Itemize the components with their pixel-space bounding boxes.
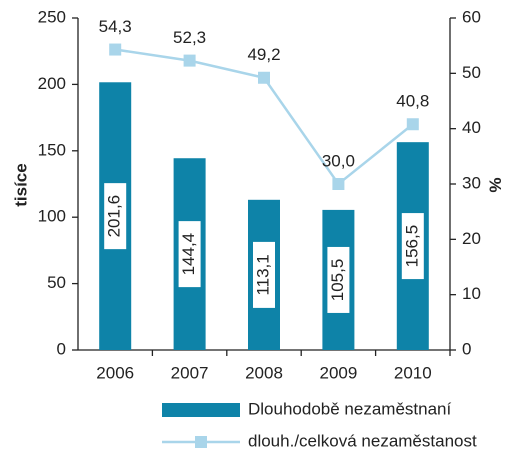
x-tick-label: 2008: [245, 363, 283, 382]
bar-label: 201,6: [105, 195, 124, 238]
bar-label-box: [327, 246, 350, 313]
bar-label: 105,5: [328, 259, 347, 302]
bar-label: 113,1: [253, 254, 272, 295]
x-tick-label: 2009: [319, 363, 357, 382]
y-tick-label: 200: [38, 74, 66, 93]
marker: [406, 118, 419, 131]
y2-tick-label: 30: [462, 173, 481, 192]
legend-marker: [195, 436, 207, 448]
marker: [183, 54, 196, 67]
legend-label: dlouh./celková nezaměstanost: [248, 431, 477, 450]
bar-label-box: [253, 241, 275, 308]
y2-axis-label: %: [486, 177, 505, 192]
marker: [109, 43, 122, 56]
x-tick-label: 2010: [394, 363, 432, 382]
y-tick-label: 50: [47, 273, 66, 292]
y2-tick-label: 0: [462, 339, 471, 358]
y-tick-label: 250: [38, 7, 66, 26]
y-axis-label: tisíce: [11, 163, 30, 206]
line-label: 54,3: [99, 17, 132, 36]
y2-tick-label: 20: [462, 229, 481, 248]
line-label: 40,8: [396, 92, 429, 111]
y2-tick-label: 40: [462, 118, 481, 137]
y-tick-label: 150: [38, 140, 66, 159]
line-label: 30,0: [322, 151, 355, 170]
legend-swatch: [162, 403, 240, 417]
y2-tick-label: 60: [462, 7, 481, 26]
x-tick-label: 2007: [171, 363, 209, 382]
y2-tick-label: 10: [462, 284, 481, 303]
bar-label-box: [178, 221, 201, 288]
bar-label: 144,4: [179, 233, 198, 276]
marker: [258, 71, 270, 84]
line-label: 52,3: [173, 28, 206, 47]
bar-label: 156,5: [402, 225, 421, 268]
line: [115, 48, 414, 186]
line-label: 49,2: [247, 45, 280, 64]
y2-tick-label: 50: [462, 63, 481, 82]
x-tick-label: 2006: [96, 363, 134, 382]
legend-label: Dlouhodobě nezaměstnaní: [248, 399, 451, 418]
y-tick-label: 0: [57, 339, 66, 358]
bar-label-box: [104, 183, 127, 250]
bar-label-box: [401, 213, 424, 280]
y-tick-label: 100: [38, 207, 66, 226]
marker: [332, 178, 345, 190]
